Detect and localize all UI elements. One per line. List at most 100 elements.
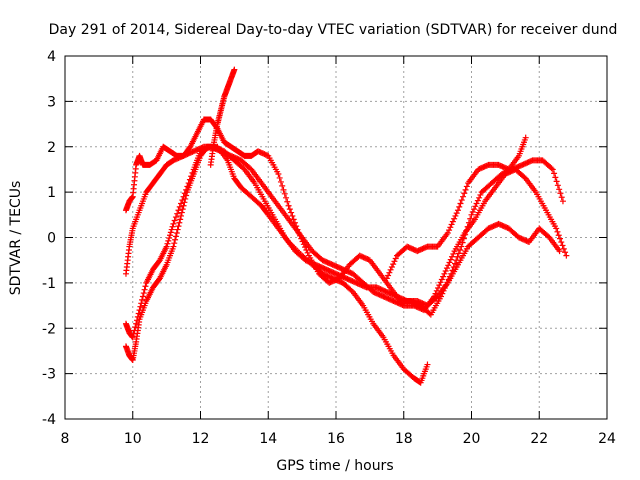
series-track-d	[122, 116, 566, 318]
data-point	[165, 237, 172, 244]
data-point	[450, 263, 457, 270]
data-point	[298, 235, 305, 242]
data-point	[457, 200, 464, 207]
data-point	[443, 265, 450, 272]
data-point	[131, 327, 138, 334]
data-point	[465, 219, 472, 226]
data-point	[463, 227, 470, 234]
data-point	[462, 186, 469, 193]
data-point	[454, 253, 461, 260]
data-point	[140, 290, 147, 297]
data-point	[549, 166, 556, 173]
data-point	[554, 228, 561, 235]
data-point	[440, 273, 447, 280]
data-point	[135, 310, 142, 317]
data-point	[178, 200, 185, 207]
x-axis-label: GPS time / hours	[276, 458, 393, 474]
data-point	[173, 229, 180, 236]
data-point	[464, 223, 471, 230]
data-points	[122, 66, 570, 386]
data-point	[284, 198, 291, 205]
data-point	[467, 215, 474, 222]
data-point	[390, 261, 397, 268]
data-point	[185, 180, 192, 187]
y-tick-label: 2	[47, 140, 56, 156]
data-point	[441, 270, 448, 277]
data-point	[456, 203, 463, 210]
data-point	[463, 183, 470, 190]
data-point	[555, 232, 562, 239]
data-point	[446, 273, 453, 280]
data-point	[302, 244, 309, 251]
y-axis-label: SDTVAR / TECUs	[8, 181, 24, 296]
y-tick-label: -2	[42, 321, 56, 337]
data-point	[164, 240, 171, 247]
data-point	[132, 324, 139, 331]
data-point	[385, 272, 392, 279]
data-point	[172, 233, 179, 240]
data-point	[303, 246, 310, 253]
data-point	[383, 275, 390, 282]
data-point	[474, 197, 481, 204]
x-tick-label: 14	[259, 431, 277, 447]
data-point	[450, 250, 457, 257]
data-point	[188, 173, 195, 180]
data-point	[551, 170, 558, 177]
data-point	[175, 207, 182, 214]
data-point	[175, 223, 182, 230]
data-point	[388, 263, 395, 270]
data-point	[181, 190, 188, 197]
data-point	[553, 178, 560, 185]
data-point	[441, 284, 448, 291]
data-point	[168, 226, 175, 233]
data-point	[460, 235, 467, 242]
data-point	[554, 182, 561, 189]
data-point	[133, 317, 140, 324]
data-point	[179, 197, 186, 204]
data-point	[295, 229, 302, 236]
data-point	[556, 235, 563, 242]
data-point	[552, 174, 559, 181]
data-point	[387, 266, 394, 273]
data-point	[285, 202, 292, 209]
data-point	[170, 220, 177, 227]
data-point	[167, 229, 174, 236]
data-point	[559, 242, 566, 249]
data-point	[279, 182, 286, 189]
data-point	[289, 212, 296, 219]
data-point	[276, 174, 283, 181]
x-tick-label: 8	[61, 431, 70, 447]
data-point	[448, 221, 455, 228]
data-point	[300, 241, 307, 248]
data-point	[436, 282, 443, 289]
data-point	[452, 212, 459, 219]
data-point	[476, 194, 483, 201]
data-point	[138, 300, 145, 307]
x-tick-label: 20	[463, 431, 481, 447]
data-point	[133, 320, 140, 327]
data-point	[280, 186, 287, 193]
data-point	[449, 253, 456, 260]
data-point	[454, 207, 461, 214]
data-point	[166, 235, 173, 242]
data-point	[299, 238, 306, 245]
data-point	[438, 276, 445, 283]
data-point	[522, 134, 529, 141]
y-tick-label: -3	[42, 367, 56, 383]
data-point	[462, 231, 469, 238]
data-point	[448, 270, 455, 277]
data-point	[277, 178, 284, 185]
x-tick-label: 10	[124, 431, 142, 447]
data-point	[134, 313, 141, 320]
data-point	[174, 210, 181, 217]
data-point	[180, 193, 187, 200]
data-point	[556, 248, 563, 255]
data-point	[172, 236, 179, 243]
data-point	[130, 330, 137, 337]
data-point	[455, 250, 462, 257]
data-point	[275, 170, 282, 177]
data-point	[559, 198, 566, 205]
data-point	[424, 361, 431, 368]
data-point	[562, 249, 569, 256]
data-point	[437, 279, 444, 286]
